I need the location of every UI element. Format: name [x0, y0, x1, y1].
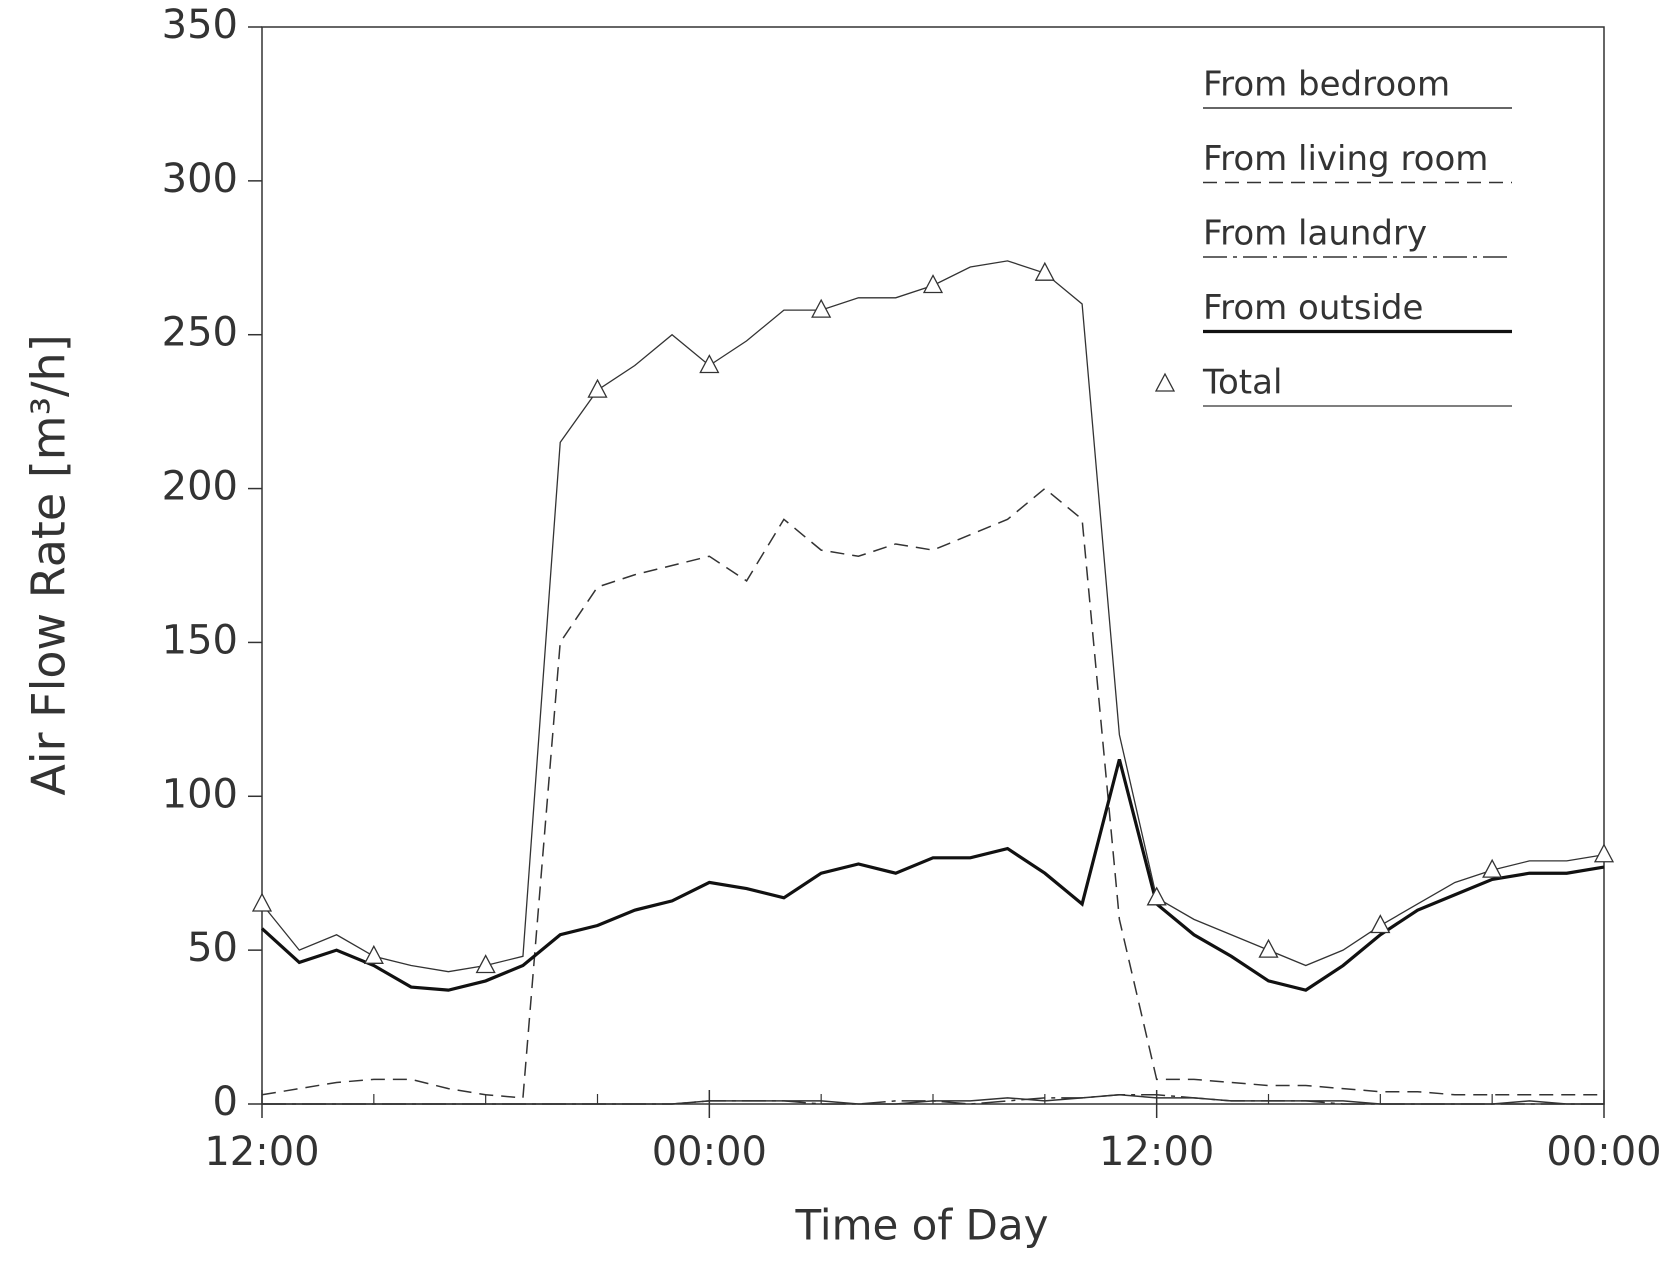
total-marker: [1258, 938, 1279, 958]
y-tick-label: 250: [162, 310, 238, 356]
total-marker: [811, 298, 832, 318]
y-tick-label: 200: [162, 464, 238, 510]
y-tick-label: 300: [162, 156, 238, 202]
legend-label: Total: [1202, 363, 1282, 403]
legend-label: From laundry: [1203, 214, 1427, 254]
total-marker: [1593, 843, 1615, 863]
x-tick-label: 12:00: [204, 1129, 319, 1175]
y-tick-label: 100: [162, 771, 238, 817]
total-marker: [363, 944, 384, 964]
total-marker: [699, 354, 720, 374]
y-tick-label: 0: [213, 1079, 238, 1125]
y-tick-label: 350: [162, 2, 238, 48]
series-line: [260, 758, 1605, 992]
total-marker: [1146, 886, 1167, 906]
x-tick-label: 00:00: [1546, 1129, 1661, 1175]
series-line: [262, 1094, 1604, 1105]
series-line: [261, 260, 1605, 973]
total-marker: [587, 378, 608, 398]
x-axis-label: Time of Day: [795, 1201, 1049, 1250]
y-axis-label: Air Flow Rate [m³/h]: [22, 334, 76, 795]
legend-marker: [1154, 372, 1176, 392]
legend-label: From bedroom: [1203, 65, 1450, 105]
total-marker: [1370, 914, 1391, 934]
x-tick-label: 00:00: [652, 1129, 767, 1175]
total-marker: [922, 274, 944, 294]
y-tick-label: 50: [187, 925, 238, 971]
x-tick-label: 12:00: [1099, 1129, 1214, 1175]
total-marker: [251, 892, 273, 912]
y-tick-label: 150: [162, 617, 238, 663]
legend-label: From living room: [1203, 139, 1488, 179]
series-line: [261, 487, 1604, 1099]
total-marker: [1482, 858, 1503, 878]
plot-frame: [261, 26, 1605, 1105]
total-marker: [475, 954, 496, 974]
legend-label: From outside: [1203, 288, 1423, 328]
total-marker: [1034, 261, 1055, 281]
